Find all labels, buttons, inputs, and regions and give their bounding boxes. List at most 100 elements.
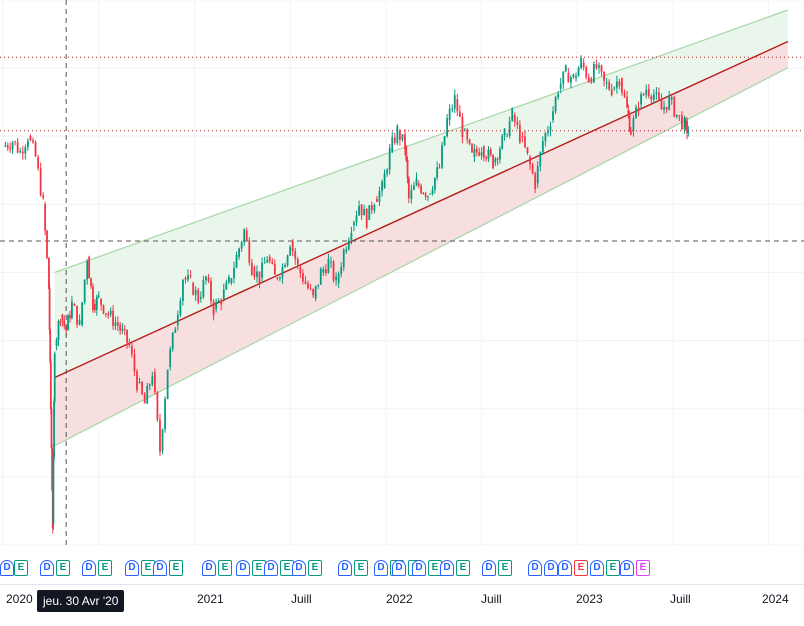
dividend-event-marker[interactable]: D xyxy=(590,560,604,576)
dividend-event-marker[interactable]: D xyxy=(528,560,542,576)
dividend-event-marker[interactable]: D xyxy=(392,560,406,576)
candle-body xyxy=(618,81,621,87)
candle-body xyxy=(424,193,427,197)
candle-body xyxy=(347,240,350,250)
candle-body xyxy=(482,146,485,158)
earnings-event-marker[interactable]: E xyxy=(456,560,470,576)
candle-body xyxy=(19,150,22,153)
candle-body xyxy=(559,83,562,89)
candle-body xyxy=(263,262,266,264)
candle-body xyxy=(6,145,9,148)
candle-body xyxy=(130,346,133,355)
candle-body xyxy=(480,152,483,156)
candle-body xyxy=(61,314,64,321)
dividend-event-marker[interactable]: D xyxy=(338,560,352,576)
candle-body xyxy=(104,313,107,315)
earnings-event-marker[interactable]: E xyxy=(636,560,650,576)
dividend-event-marker[interactable]: D xyxy=(620,560,634,576)
candle-body xyxy=(404,134,406,150)
candle-body xyxy=(9,147,12,150)
dividend-event-marker[interactable]: D xyxy=(202,560,216,576)
candle-body xyxy=(529,157,531,165)
candle-body xyxy=(663,106,665,110)
candle-body xyxy=(187,275,189,280)
candle-body xyxy=(128,342,131,346)
dividend-event-marker[interactable]: D xyxy=(40,560,54,576)
candle-body xyxy=(314,285,317,299)
candle-body xyxy=(88,256,91,279)
earnings-event-marker[interactable]: E xyxy=(218,560,232,576)
price-chart[interactable] xyxy=(0,0,804,545)
candle-body xyxy=(296,259,299,265)
candle-body xyxy=(534,173,537,189)
candle-body xyxy=(353,222,355,226)
candle-body xyxy=(621,78,623,93)
candle-body xyxy=(250,262,253,276)
dividend-event-marker[interactable]: D xyxy=(412,560,426,576)
earnings-event-marker[interactable]: E xyxy=(14,560,28,576)
candle-body xyxy=(410,189,413,199)
chart-area[interactable] xyxy=(0,0,804,545)
earnings-event-marker[interactable]: E xyxy=(141,560,155,576)
candle-body xyxy=(319,268,322,285)
dividend-event-marker[interactable]: D xyxy=(292,560,306,576)
candle-body xyxy=(337,273,340,283)
dividend-event-marker[interactable]: D xyxy=(482,560,496,576)
earnings-event-marker[interactable]: E xyxy=(56,560,70,576)
earnings-event-marker[interactable]: E xyxy=(169,560,183,576)
candle-body xyxy=(81,302,84,325)
candle-body xyxy=(233,267,235,279)
candle-body xyxy=(446,118,449,137)
x-tick-label: 2022 xyxy=(386,592,413,606)
candle-body xyxy=(678,115,681,116)
candle-body xyxy=(52,457,55,525)
earnings-event-marker[interactable]: E xyxy=(574,560,588,576)
candle-body xyxy=(332,261,335,281)
candle-body xyxy=(391,137,394,152)
candle-body xyxy=(112,310,114,326)
candle-body xyxy=(4,145,7,147)
candle-body xyxy=(368,205,371,220)
dividend-event-marker[interactable]: D xyxy=(0,560,14,576)
earnings-event-marker[interactable]: E xyxy=(308,560,322,576)
dividend-event-marker[interactable]: D xyxy=(153,560,167,576)
dividend-event-marker[interactable]: D xyxy=(544,560,558,576)
candle-body xyxy=(76,305,78,325)
candle-body xyxy=(393,137,396,143)
dividend-event-marker[interactable]: D xyxy=(558,560,572,576)
candle-body xyxy=(215,301,218,310)
earnings-event-marker[interactable]: E xyxy=(606,560,620,576)
candle-body xyxy=(37,157,39,169)
candle-body xyxy=(471,143,473,153)
candle-body xyxy=(506,135,508,137)
dividend-event-marker[interactable]: D xyxy=(374,560,388,576)
candle-body xyxy=(461,117,464,138)
earnings-event-marker[interactable]: E xyxy=(498,560,512,576)
candle-body xyxy=(164,398,166,430)
candle-body xyxy=(335,276,337,281)
events-row: DEDEDEDEDEDEDEDEDEDEDEDEDEDEDEDDDEDEDE xyxy=(0,560,804,584)
dividend-event-marker[interactable]: D xyxy=(264,560,278,576)
dividend-event-marker[interactable]: D xyxy=(236,560,250,576)
candle-body xyxy=(478,152,481,156)
candle-body xyxy=(417,183,420,186)
candle-body xyxy=(381,181,383,191)
dividend-event-marker[interactable]: D xyxy=(82,560,96,576)
candle-body xyxy=(133,354,136,372)
candle-body xyxy=(248,240,251,263)
earnings-event-marker[interactable]: E xyxy=(98,560,112,576)
candle-body xyxy=(632,118,635,131)
dividend-event-marker[interactable]: D xyxy=(125,560,139,576)
candle-body xyxy=(647,88,650,97)
dividend-event-marker[interactable]: D xyxy=(440,560,454,576)
crosshair-date-label: jeu. 30 Avr '20 xyxy=(37,590,125,612)
candle-body xyxy=(46,230,48,258)
candle-body xyxy=(531,164,534,174)
candle-body xyxy=(21,151,24,154)
candle-body xyxy=(42,195,45,199)
time-axis[interactable]: 2020 2021 Juill 2022 Juill 2023 Juill 20… xyxy=(0,584,804,626)
candle-body xyxy=(69,315,71,319)
candle-body xyxy=(121,328,124,331)
candle-body xyxy=(253,267,256,278)
earnings-event-marker[interactable]: E xyxy=(354,560,368,576)
